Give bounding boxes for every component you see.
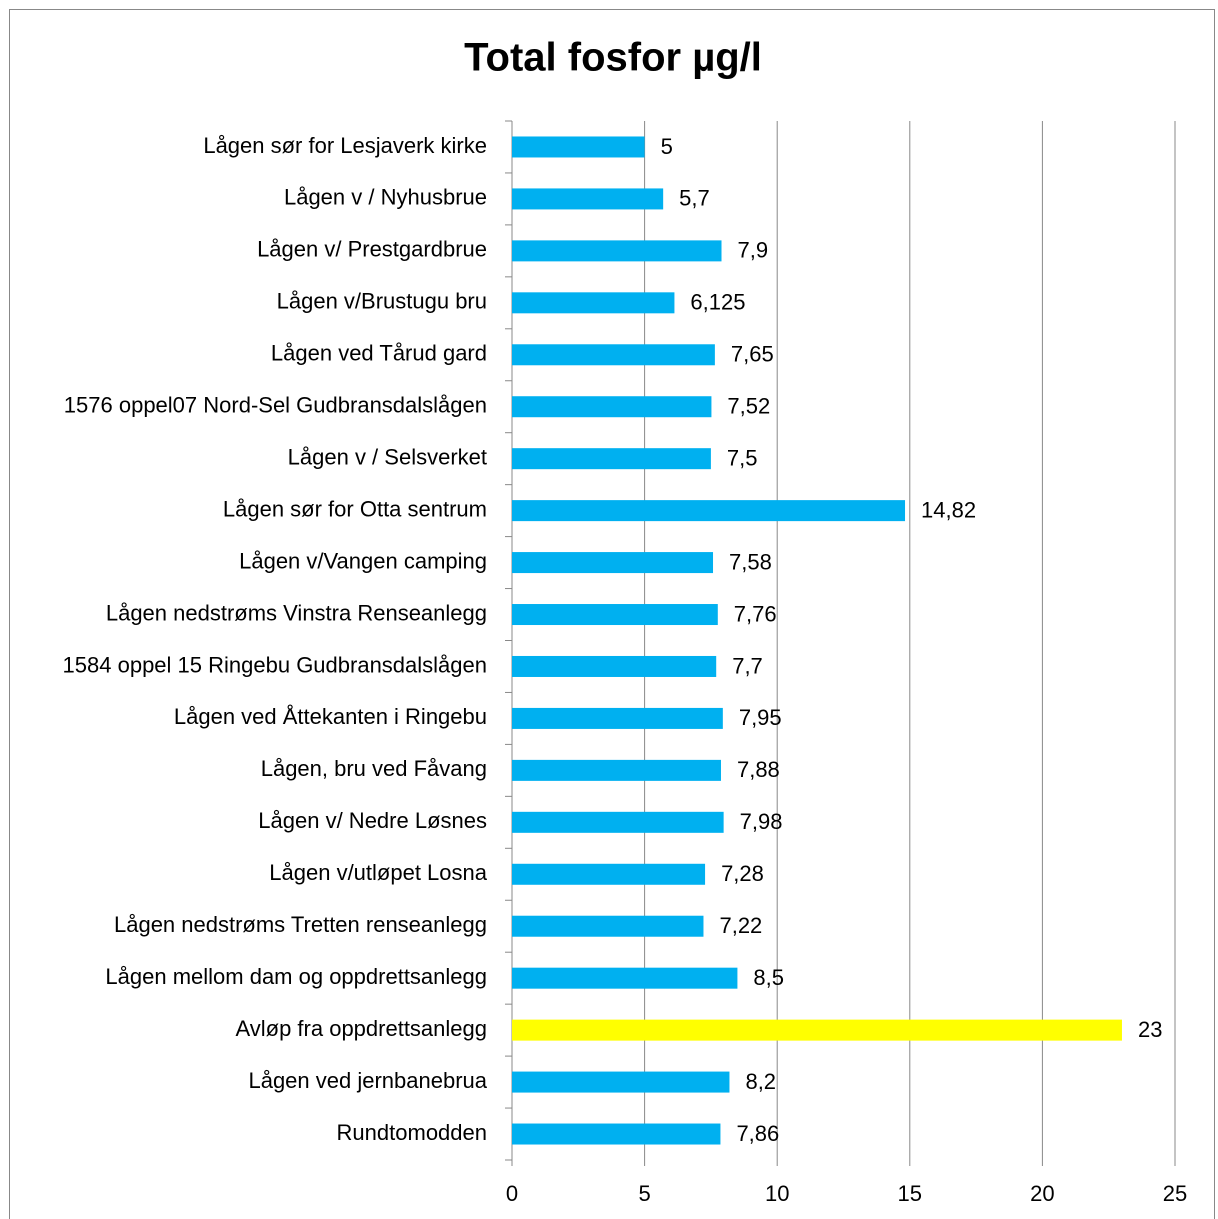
y-tick-label: 1576 oppel07 Nord-Sel Gudbransdalslågen: [64, 393, 487, 418]
data-label: 23: [1138, 1017, 1162, 1042]
y-tick-label: Lågen nedstrøms Tretten renseanlegg: [114, 912, 487, 937]
data-label: 7,86: [736, 1121, 779, 1146]
x-tick-label: 5: [638, 1181, 650, 1206]
y-tick-label: Lågen v/utløpet Losna: [269, 860, 487, 885]
y-tick-label: Lågen ved Åttekanten i Ringebu: [174, 704, 487, 729]
bar: [512, 448, 711, 470]
data-label: 7,52: [727, 394, 770, 419]
bar: [512, 1123, 721, 1145]
y-tick-label: Lågen v/Brustugu bru: [277, 289, 487, 314]
bar: [512, 1019, 1122, 1041]
data-label: 7,5: [727, 445, 758, 470]
chart-border: [9, 9, 1215, 1219]
bar: [512, 655, 717, 677]
y-tick-label: Avløp fra oppdrettsanlegg: [235, 1016, 487, 1041]
data-label: 7,95: [739, 705, 782, 730]
y-tick-label: Lågen v / Selsverket: [288, 444, 487, 469]
data-label: 6,125: [690, 290, 745, 315]
y-tick-label: Lågen v / Nyhusbrue: [284, 185, 487, 210]
x-tick-label: 20: [1030, 1181, 1054, 1206]
data-label: 8,2: [745, 1069, 776, 1094]
bar: [512, 240, 722, 262]
data-label: 7,22: [719, 913, 762, 938]
y-tick-label: Lågen v/Vangen camping: [239, 548, 487, 573]
bar: [512, 292, 675, 314]
data-label: 8,5: [753, 965, 784, 990]
bar: [512, 344, 715, 366]
y-tick-label: Lågen v/ Prestgardbrue: [257, 237, 487, 262]
y-tick-label: Lågen ved Tårud gard: [271, 341, 487, 366]
y-tick-label: Lågen, bru ved Fåvang: [261, 756, 487, 781]
bar: [512, 967, 738, 989]
bar: [512, 863, 706, 885]
bar: [512, 552, 714, 574]
bar: [512, 1071, 730, 1093]
x-tick-label: 0: [506, 1181, 518, 1206]
bar: [512, 811, 724, 833]
bar: [512, 396, 712, 418]
bar: [512, 915, 704, 937]
x-tick-label: 15: [898, 1181, 922, 1206]
y-tick-label: Lågen mellom dam og oppdrettsanlegg: [105, 964, 487, 989]
bar: [512, 500, 906, 522]
data-label: 7,9: [738, 238, 769, 263]
y-tick-label: Rundtomodden: [337, 1120, 487, 1145]
x-tick-label: 10: [765, 1181, 789, 1206]
bar: [512, 188, 664, 210]
data-label: 7,98: [740, 809, 783, 834]
bar: [512, 707, 723, 729]
x-tick-label: 25: [1163, 1181, 1187, 1206]
y-tick-label: Lågen ved jernbanebrua: [248, 1068, 487, 1093]
data-label: 7,76: [734, 601, 777, 626]
data-label: 7,65: [731, 342, 774, 367]
y-tick-label: Lågen sør for Otta sentrum: [223, 496, 487, 521]
data-label: 7,88: [737, 757, 780, 782]
data-label: 5: [661, 134, 673, 159]
y-tick-label: Lågen sør for Lesjaverk kirke: [203, 133, 487, 158]
y-tick-label: 1584 oppel 15 Ringebu Gudbransdalslågen: [63, 652, 487, 677]
bar: [512, 604, 718, 626]
bar: [512, 759, 721, 781]
data-label: 14,82: [921, 497, 976, 522]
data-label: 7,28: [721, 861, 764, 886]
bar: [512, 136, 645, 158]
y-tick-label: Lågen nedstrøms Vinstra Renseanlegg: [106, 600, 487, 625]
y-tick-label: Lågen v/ Nedre Løsnes: [258, 808, 487, 833]
data-label: 7,58: [729, 549, 772, 574]
chart-title: Total fosfor µg/l: [464, 36, 762, 80]
data-label: 5,7: [679, 186, 710, 211]
data-label: 7,7: [732, 653, 763, 678]
